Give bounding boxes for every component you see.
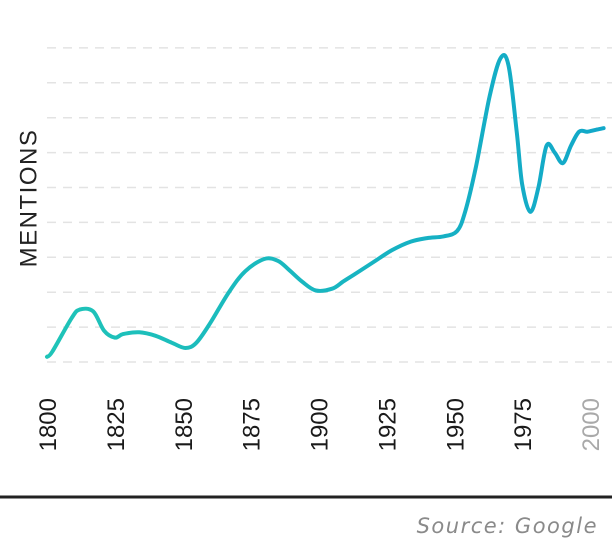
series-line bbox=[45, 53, 606, 359]
x-tick-label-1800: 1800 bbox=[35, 398, 62, 451]
x-tick-label-1850: 1850 bbox=[171, 398, 198, 451]
source-note: Source: Google bbox=[416, 514, 598, 538]
y-axis-label: MENTIONS bbox=[15, 129, 42, 268]
x-tick-label-1925: 1925 bbox=[374, 398, 401, 451]
x-axis-ticks: 1800 1825 1850 1875 1900 1925 1950 1975 2000 bbox=[35, 398, 605, 451]
x-tick-label-1875: 1875 bbox=[239, 398, 266, 451]
x-tick-label-1900: 1900 bbox=[307, 398, 334, 451]
x-tick-label-1950: 1950 bbox=[442, 398, 469, 451]
x-tick-label-1975: 1975 bbox=[510, 398, 537, 451]
x-tick-label-2000: 2000 bbox=[578, 398, 605, 451]
x-tick-label-1825: 1825 bbox=[103, 398, 130, 451]
